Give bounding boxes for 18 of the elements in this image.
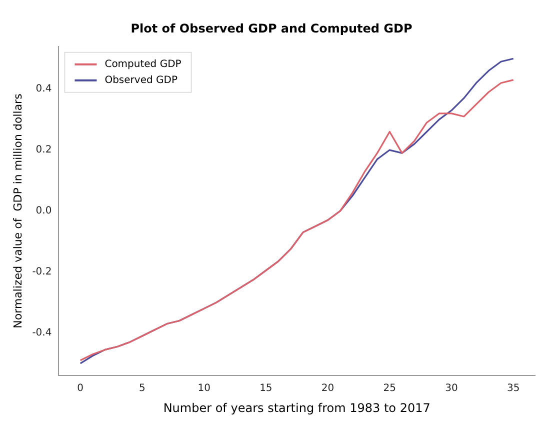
x-tick-label: 25	[383, 383, 396, 394]
y-tick-label: 0.0	[36, 206, 52, 217]
x-tick-label: 5	[139, 383, 146, 394]
x-tick-label: 0	[77, 383, 84, 394]
legend-label: Computed GDP	[104, 58, 182, 70]
x-tick-label: 30	[445, 383, 458, 394]
x-tick-label: 15	[260, 383, 272, 394]
legend-label: Observed GDP	[104, 74, 178, 86]
y-tick-label: 0.4	[36, 84, 52, 95]
chart-title: Plot of Observed GDP and Computed GDP	[130, 21, 412, 36]
y-tick-label: -0.4	[32, 328, 52, 339]
y-tick-label: 0.2	[36, 144, 52, 156]
x-tick-label: 10	[198, 383, 210, 394]
x-tick-label: 20	[321, 383, 334, 394]
y-axis-title: Normalized value of GDP in million dollars	[11, 93, 24, 328]
x-axis-title: Number of years starting from 1983 to 2017	[163, 400, 430, 415]
y-tick-label: -0.2	[32, 266, 52, 278]
x-tick-label: 35	[506, 383, 520, 394]
